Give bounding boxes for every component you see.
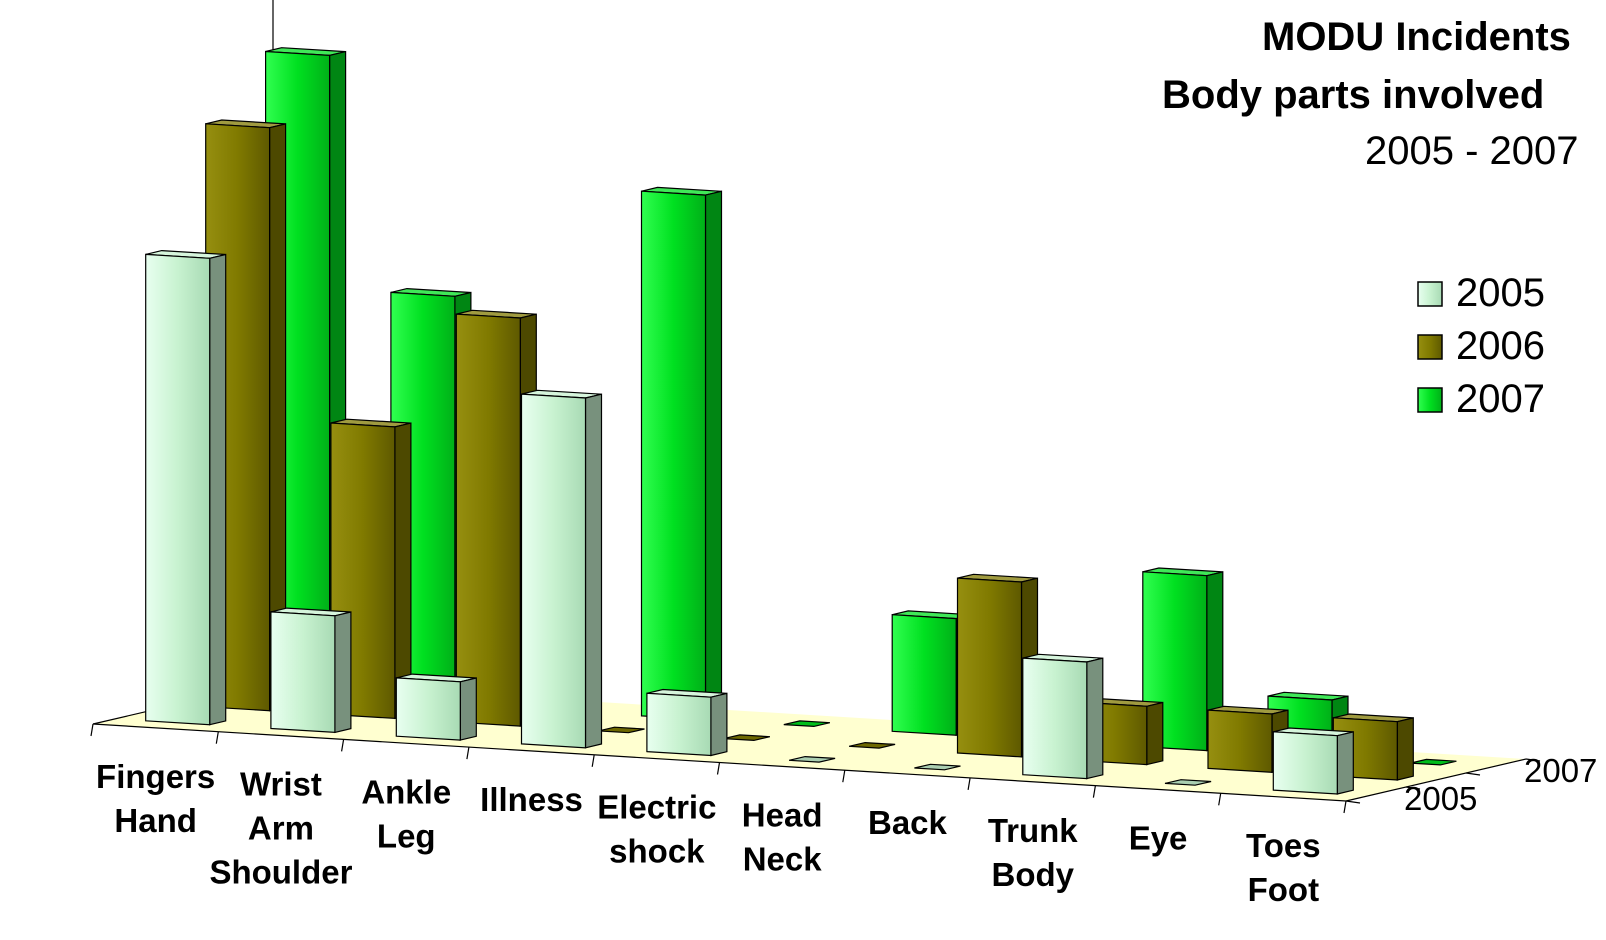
bar-2005-4 <box>646 688 728 757</box>
bar-flat <box>723 734 771 742</box>
bar-side <box>209 253 227 726</box>
bar-flat <box>848 741 896 749</box>
x-tick-label: Shoulder <box>209 854 352 891</box>
x-tick-label: Foot <box>1248 871 1319 908</box>
bar-side <box>394 422 412 720</box>
bars <box>145 47 1457 795</box>
bar-2006-3 <box>598 726 645 734</box>
depth-label-back: 2007 <box>1524 752 1597 789</box>
bar-2005-0 <box>145 249 227 726</box>
bar-2007-9 <box>1410 758 1457 766</box>
bar-front <box>1272 731 1338 795</box>
bar-side <box>459 677 477 741</box>
x-tick <box>591 754 595 767</box>
bar-2005-5 <box>788 755 836 763</box>
bar-flat <box>783 720 831 728</box>
bar-front <box>1022 657 1088 780</box>
bar-front <box>891 614 957 736</box>
legend: 2005 2006 2007 <box>1417 271 1545 421</box>
depth-tick <box>1465 772 1481 776</box>
bar-flat <box>598 726 645 734</box>
bar-side <box>1146 701 1164 766</box>
y-tick-label: 12 <box>215 0 257 4</box>
chart-title: MODU Incidents Body parts involved 2005 - … <box>1162 15 1579 173</box>
legend-swatch-2007 <box>1417 387 1443 413</box>
x-tick-label: Ankle <box>361 773 451 810</box>
subtitle-text: Body parts involved <box>1162 73 1544 117</box>
bar-2005-7 <box>1022 653 1104 780</box>
x-tick-label: Fingers <box>96 758 215 795</box>
x-tick-label: Hand <box>114 802 197 839</box>
x-tick-label: Illness <box>480 781 583 818</box>
bar-2006-5 <box>848 741 896 749</box>
x-tick-label: Electric <box>597 789 716 826</box>
period-text: 2005 - 2007 <box>1365 129 1579 173</box>
bar-front <box>455 313 521 727</box>
bar-side <box>1396 717 1414 781</box>
x-tick-label: Trunk <box>988 812 1078 849</box>
x-tick-label: Toes <box>1246 827 1321 864</box>
title-text: MODU Incidents <box>1262 15 1571 59</box>
bar-2005-6 <box>914 763 961 771</box>
legend-label-2006: 2006 <box>1456 324 1545 368</box>
x-tick <box>1092 785 1096 798</box>
bar-flat <box>914 763 961 771</box>
bar-2005-1 <box>270 607 352 734</box>
bar-2006-4 <box>723 734 771 742</box>
x-tick <box>1218 793 1222 806</box>
bar-side <box>704 190 723 721</box>
bar-2005-2 <box>395 673 477 741</box>
x-tick-label: Body <box>992 856 1075 893</box>
bar-front <box>520 393 587 749</box>
depth-tick <box>1525 758 1541 762</box>
bar-flat <box>788 755 836 763</box>
bar-side <box>1336 731 1354 795</box>
x-tick-label: shock <box>609 833 705 870</box>
bar-side <box>1086 657 1104 780</box>
x-tick <box>341 739 345 752</box>
x-tick <box>842 770 846 783</box>
x-tick <box>215 731 219 744</box>
x-tick-label: Eye <box>1129 819 1188 856</box>
legend-label-2005: 2005 <box>1456 271 1545 315</box>
depth-label-front: 2005 <box>1404 780 1477 817</box>
x-tick-label: Head <box>742 796 823 833</box>
bar-front <box>395 677 461 741</box>
bar-2005-3 <box>520 389 603 749</box>
legend-swatch-2005 <box>1417 281 1443 307</box>
bar-flat <box>1410 758 1457 766</box>
bar-side <box>710 692 728 757</box>
bar-2007-4 <box>783 720 831 728</box>
x-tick-label: Wrist <box>240 766 322 803</box>
bar-2005-9 <box>1272 727 1354 795</box>
bar-front <box>646 692 712 757</box>
bar-front <box>270 611 336 734</box>
legend-label-2007: 2007 <box>1456 377 1545 421</box>
x-tick <box>1343 800 1347 814</box>
depth-axis-line <box>1345 758 1527 802</box>
bar-front <box>956 577 1023 758</box>
x-tick <box>466 747 470 760</box>
labels: 2007 2005 Fingers Hand Wrist Arm Shoulder Ankle… <box>96 752 1597 908</box>
depth-tick <box>1345 800 1361 804</box>
x-tick <box>90 723 94 737</box>
bar-flat <box>1164 779 1212 786</box>
x-tick-label: Back <box>868 804 948 841</box>
legend-swatch-2006 <box>1417 334 1443 360</box>
bar-2005-8 <box>1164 779 1212 786</box>
x-tick-label: Neck <box>743 840 823 877</box>
x-tick-label: Leg <box>377 817 436 854</box>
x-tick <box>716 762 721 775</box>
x-tick <box>967 777 971 790</box>
x-tick-label: Arm <box>248 810 314 847</box>
bar-front <box>145 253 211 726</box>
bar-2007-3 <box>640 186 723 721</box>
bar-front <box>1207 709 1273 773</box>
bar-side <box>334 611 352 734</box>
depth-tick <box>1405 786 1421 790</box>
bar-front <box>640 190 707 721</box>
bar-side <box>584 393 603 749</box>
